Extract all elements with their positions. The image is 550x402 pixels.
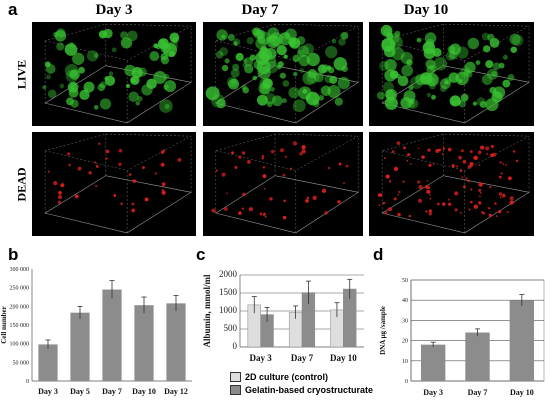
micrograph-live-day-3 [32,22,196,126]
y-tick-label: 500 [224,323,238,333]
panel-d-letter: d [373,245,384,264]
x-tick-label: Day 3 [423,388,443,397]
panel-a-letter: a [8,0,18,19]
cell-cluster [211,141,349,220]
x-tick-label: Day 10 [132,387,156,396]
bar [38,344,58,381]
bar [166,303,186,381]
y-tick-label: 250 000 [10,286,30,292]
legend-swatch-2d-culture [230,372,241,382]
y-axis-label: Cell number [0,306,8,344]
legend-label-2d-culture: 2D culture (control) [245,372,329,382]
error-bar [45,339,51,349]
error-bar [293,305,299,319]
error-bar [251,296,257,314]
error-bar [141,296,147,314]
y-tick-label: 150 000 [10,323,30,329]
error-bar [519,294,525,306]
micrograph-live-day-10 [369,22,534,126]
y-axis-label: DNA µg /sample [379,306,387,355]
column-header-day-7: Day 7 [241,2,279,18]
x-tick-label: Day 3 [250,353,273,363]
row-label-dead: DEAD [14,167,29,202]
error-bar [109,280,115,299]
stack-box-outline [214,133,360,234]
panel-c-letter: c [196,245,206,264]
x-tick-label: Day 12 [164,387,188,396]
x-tick-label: Day 7 [102,387,122,396]
y-tick-label: 1000 [219,305,238,315]
chart-d: 0 10 20 30 40 50 DNA µg /sample Day 3 Day 7 Day 1… [373,255,550,401]
micrograph-live-day-7 [203,22,363,126]
error-bar [430,341,436,348]
error-bar [264,307,270,322]
error-bar [173,295,179,312]
x-tick-label: Day 7 [291,353,314,363]
y-tick-label: 0 [26,379,29,385]
y-tick-label: 30 [402,318,408,324]
panel-b-letter: b [8,245,19,264]
x-tick-label: Day 7 [468,388,488,397]
y-tick-label: 1500 [219,287,238,297]
y-tick-label: 200 000 [10,304,30,310]
cell-cluster [205,27,350,113]
y-tick-label: 40 [402,298,408,304]
y-tick-label: 50 000 [13,360,30,366]
x-tick-label: Day 10 [330,353,357,363]
micrograph-dead-day-10 [369,132,534,236]
legend-swatch-gelatin [230,385,241,395]
cell-cluster [376,24,524,112]
column-header-day-10: Day 10 [403,2,449,18]
bar [102,289,122,381]
cell-cluster [377,141,519,218]
chart-b: 0 50 000 100 000 150 000 200 000 250 000 300 0… [0,255,200,401]
bar [465,332,490,381]
legend-label-gelatin: Gelatin-based cryostructurate [245,385,374,395]
y-axis-label: Albumin, mmol/ml [202,274,212,348]
error-bar [334,302,340,318]
cell-cluster [42,28,180,113]
cell-cluster [47,142,182,213]
y-tick-label: 0 [405,379,408,385]
x-tick-label: Day 5 [70,387,90,396]
y-tick-label: 2000 [219,269,238,279]
bar [509,300,535,381]
y-tick-label: 100 000 [10,342,30,348]
bar [420,344,446,381]
error-bar [475,328,480,337]
y-tick-label: 20 [402,339,408,345]
y-tick-label: 10 [402,359,408,365]
error-bar [347,278,353,299]
error-bar [305,280,311,305]
micrograph-dead-day-3 [32,132,196,236]
y-tick-label: 50 [402,278,408,284]
bar [70,312,90,381]
legend-item-gelatin: Gelatin-based cryostructurate [230,385,373,395]
row-label-live: LIVE [14,59,29,90]
legend-item-2d-culture: 2D culture (control) [230,372,328,382]
stack-box-outline [44,133,193,234]
micrograph-dead-day-7 [203,132,363,236]
column-header-day-3: Day 3 [95,2,133,18]
error-bar [77,305,83,320]
x-tick-label: Day 3 [38,387,58,396]
y-tick-label: 300 000 [10,267,30,273]
y-tick-label: 0 [233,341,238,351]
x-tick-label: Day 10 [510,388,534,397]
chart-c: 0 500 1000 1500 2000 Albumin, mmol/ml Day 3 Day… [196,255,368,367]
bar [134,305,154,381]
